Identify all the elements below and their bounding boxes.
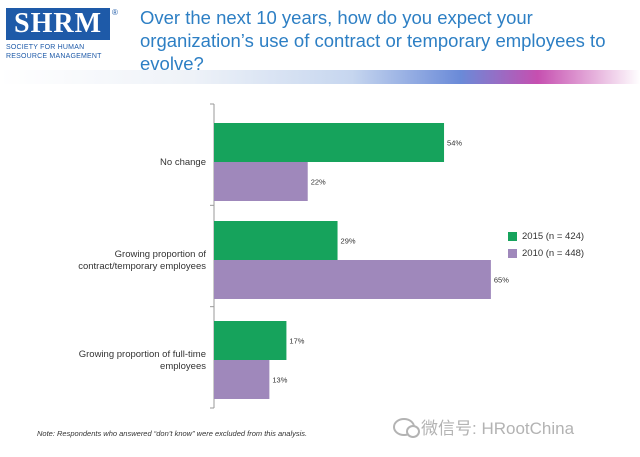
bar-2015 (214, 221, 338, 260)
data-label: 29% (341, 237, 356, 246)
category-label-line: employees (160, 361, 206, 372)
chart-legend: 2015 (n = 424) 2010 (n = 448) (508, 228, 584, 262)
watermark: 微信号: HRootChina (393, 414, 574, 439)
data-label: 22% (311, 178, 326, 187)
bar-2010 (214, 162, 308, 201)
footnote: Note: Respondents who answered “don’t kn… (37, 429, 308, 438)
bar-2010 (214, 260, 491, 299)
category-label-line: Growing proportion of (115, 249, 207, 260)
legend-label-2015: 2015 (n = 424) (522, 231, 585, 242)
category-label: No change (160, 157, 206, 168)
logo-line-1: SOCIETY FOR HUMAN (6, 44, 85, 51)
header-gradient-band (0, 70, 640, 84)
category-label-line: contract/temporary employees (78, 261, 206, 272)
watermark-text: 微信号: HRootChina (421, 419, 575, 438)
shrm-logo: SHRM ® SOCIETY FOR HUMAN RESOURCE MANAGE… (6, 8, 124, 64)
category-label: Growing proportion of contract/temporary … (78, 249, 206, 272)
bar-2010 (214, 360, 270, 399)
data-label: 54% (447, 139, 462, 148)
logo-registered-mark: ® (112, 8, 118, 17)
legend-item-2010: 2010 (n = 448) (508, 245, 584, 262)
wechat-icon (393, 417, 420, 438)
legend-swatch-2015 (508, 232, 517, 241)
data-label: 65% (494, 276, 509, 285)
legend-label-2010: 2010 (n = 448) (522, 248, 585, 259)
legend-item-2015: 2015 (n = 424) (508, 228, 584, 245)
logo-wordmark: SHRM (6, 8, 110, 40)
data-label: 17% (289, 337, 304, 346)
category-label-line: Growing proportion of full-time (79, 349, 206, 360)
bar-2015 (214, 123, 445, 162)
logo-line-2: RESOURCE MANAGEMENT (6, 53, 102, 60)
category-label-line: No change (160, 157, 206, 168)
legend-swatch-2010 (508, 249, 517, 258)
data-label: 13% (272, 376, 287, 385)
category-label: Growing proportion of full-time employees (79, 349, 206, 372)
slide-title: Over the next 10 years, how do you expec… (140, 7, 606, 74)
bar-2015 (214, 321, 287, 360)
